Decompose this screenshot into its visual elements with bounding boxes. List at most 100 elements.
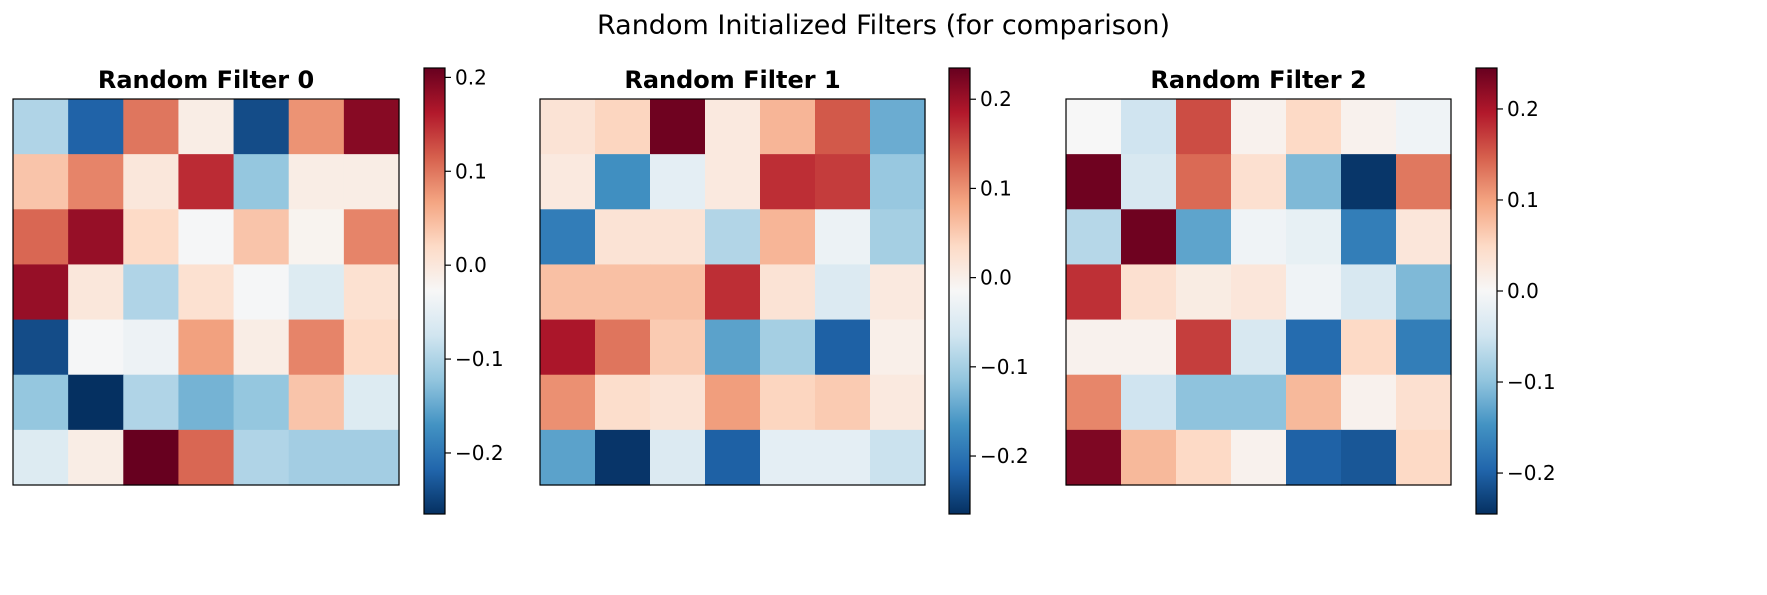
heatmap-cell-r6-c1 — [1121, 429, 1177, 486]
heatmap-cell-r3-c0 — [1066, 264, 1122, 321]
heatmap-cell-r6-c6 — [870, 429, 926, 486]
heatmap-cell-r6-c4 — [1286, 429, 1342, 486]
heatmap-cell-r1-c5 — [815, 154, 871, 210]
heatmap-cell-r4-c3 — [178, 319, 235, 376]
heatmap-cell-r5-c6 — [343, 374, 400, 431]
heatmap-cell-r0-c1 — [595, 99, 651, 155]
heatmap-cell-r3-c2 — [650, 264, 706, 321]
heatmap-cell-r2-c4 — [1286, 209, 1342, 266]
heatmap-cell-r1-c1 — [1121, 154, 1177, 210]
heatmap-cell-r1-c0 — [13, 154, 69, 210]
heatmap-cell-r3-c0 — [540, 264, 596, 321]
heatmap-cell-r2-c5 — [288, 209, 345, 266]
heatmap-cell-r0-c5 — [815, 99, 871, 155]
heatmap-cell-r3-c2 — [1176, 264, 1232, 321]
colorbar-tick-label: 0.0 — [1507, 279, 1539, 303]
heatmap-cell-r3-c5 — [1341, 264, 1397, 321]
heatmap-cell-r0-c0 — [540, 99, 596, 155]
figure-title: Random Initialized Filters (for comparis… — [596, 10, 1171, 41]
heatmap-cell-r1-c1 — [595, 154, 651, 210]
heatmap-cell-r5-c4 — [1286, 374, 1342, 431]
heatmap-frame — [1065, 98, 1452, 486]
heatmap-cell-r4-c5 — [1341, 319, 1397, 376]
heatmap-cell-r3-c4 — [760, 264, 816, 321]
heatmap-cell-r1-c6 — [870, 154, 926, 210]
heatmap-cell-r6-c3 — [178, 429, 235, 486]
heatmap-cell-r1-c3 — [705, 154, 761, 210]
heatmap-cell-r1-c4 — [233, 154, 290, 210]
colorbar-tick-label: 0.2 — [1507, 97, 1539, 121]
heatmap-cell-r1-c2 — [1176, 154, 1232, 210]
panel-title: Random Filter 0 — [97, 66, 315, 94]
heatmap-cell-r5-c5 — [1341, 374, 1397, 431]
heatmap-cell-r2-c0 — [1066, 209, 1122, 266]
heatmap-cell-r5-c6 — [870, 374, 926, 431]
heatmap-cell-r2-c0 — [13, 209, 69, 266]
panel-title: Random Filter 2 — [1150, 66, 1367, 94]
heatmap-cell-r5-c6 — [1396, 374, 1452, 431]
heatmap-cell-r2-c6 — [1396, 209, 1452, 266]
heatmap-cell-r0-c0 — [13, 99, 69, 155]
heatmap-cell-r4-c1 — [68, 319, 124, 376]
heatmap-cell-r4-c6 — [870, 319, 926, 376]
heatmap-cell-r2-c5 — [815, 209, 871, 266]
heatmap-cell-r2-c1 — [68, 209, 124, 266]
colorbar — [1475, 67, 1498, 515]
colorbar-tick-label: −0.2 — [1507, 461, 1556, 485]
colorbar — [423, 67, 446, 515]
colorbar-tick-label: −0.1 — [455, 347, 504, 371]
heatmap-cell-r6-c6 — [1396, 429, 1452, 486]
heatmap-cell-r5-c3 — [705, 374, 761, 431]
heatmap-cell-r6-c1 — [68, 429, 124, 486]
heatmap-cell-r0-c4 — [1286, 99, 1342, 155]
heatmap-cell-r3-c3 — [1231, 264, 1287, 321]
heatmap-cell-r0-c2 — [123, 99, 180, 155]
heatmap-cell-r6-c0 — [13, 429, 69, 486]
colorbar-tick-label: 0.0 — [980, 266, 1012, 290]
heatmap-cell-r2-c0 — [540, 209, 596, 266]
heatmap-cell-r4-c4 — [233, 319, 290, 376]
heatmap-cell-r4-c6 — [343, 319, 400, 376]
heatmap-cell-r2-c2 — [650, 209, 706, 266]
heatmap-cell-r2-c4 — [233, 209, 290, 266]
heatmap-cell-r0-c5 — [1341, 99, 1397, 155]
heatmap-cell-r3-c0 — [13, 264, 69, 321]
heatmap-cell-r0-c5 — [288, 99, 345, 155]
heatmap-cell-r4-c2 — [650, 319, 706, 376]
colorbar-tick-label: −0.1 — [980, 355, 1029, 379]
heatmap-cell-r2-c1 — [595, 209, 651, 266]
heatmap-cell-r0-c2 — [650, 99, 706, 155]
heatmap-cell-r5-c3 — [1231, 374, 1287, 431]
heatmap-cell-r0-c0 — [1066, 99, 1122, 155]
heatmap-cell-r5-c2 — [123, 374, 180, 431]
heatmap-cell-r3-c4 — [1286, 264, 1342, 321]
heatmap-cell-r2-c4 — [760, 209, 816, 266]
heatmap-cell-r1-c6 — [1396, 154, 1452, 210]
heatmap-cell-r3-c4 — [233, 264, 290, 321]
heatmap-cell-r1-c4 — [760, 154, 816, 210]
heatmap-cell-r1-c5 — [288, 154, 345, 210]
heatmap-cell-r5-c2 — [1176, 374, 1232, 431]
heatmap-cell-r3-c1 — [68, 264, 124, 321]
heatmap-cell-r1-c2 — [123, 154, 180, 210]
heatmap-cell-r0-c6 — [1396, 99, 1452, 155]
colorbar-tick-label: 0.0 — [455, 253, 487, 277]
heatmap-cell-r1-c0 — [1066, 154, 1122, 210]
heatmap-cell-r2-c6 — [343, 209, 400, 266]
heatmap-cell-r2-c1 — [1121, 209, 1177, 266]
heatmap-cell-r4-c4 — [760, 319, 816, 376]
heatmap-cell-r6-c5 — [288, 429, 345, 486]
heatmap-cell-r6-c2 — [1176, 429, 1232, 486]
colorbar-tick-label: −0.2 — [455, 441, 504, 465]
colorbar-tick-label: −0.2 — [980, 444, 1029, 468]
heatmap-cell-r6-c4 — [760, 429, 816, 486]
heatmap-cell-r4-c5 — [288, 319, 345, 376]
heatmap-cell-r0-c4 — [760, 99, 816, 155]
heatmap-cell-r6-c2 — [650, 429, 706, 486]
heatmap-cell-r5-c1 — [1121, 374, 1177, 431]
heatmap-cell-r1-c1 — [68, 154, 124, 210]
